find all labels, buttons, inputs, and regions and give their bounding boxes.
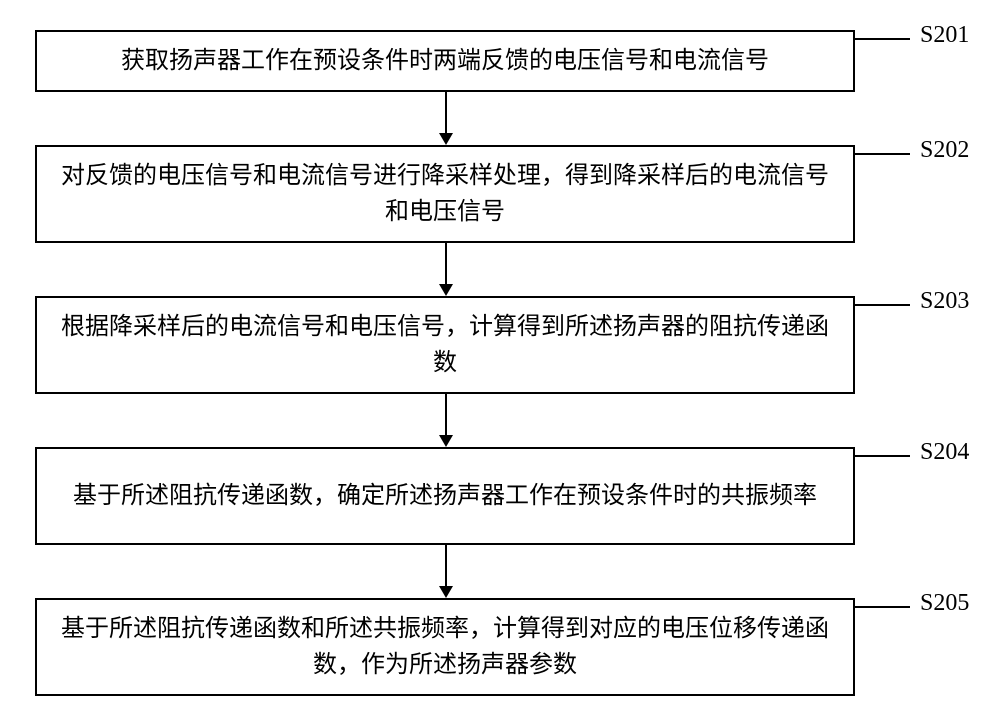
step-box-s205: 基于所述阻抗传递函数和所述共振频率，计算得到对应的电压位移传递函数，作为所述扬声… [35,598,855,696]
label-connector-s201 [855,38,910,40]
arrow-2-3 [439,284,453,296]
arrow-4-5 [439,586,453,598]
label-connector-s204 [855,455,910,457]
step-label-s203: S203 [920,288,969,315]
connector-4-5 [445,545,447,586]
step-text: 对反馈的电压信号和电流信号进行降采样处理，得到降采样后的电流信号和电压信号 [57,158,833,230]
label-connector-s203 [855,304,910,306]
connector-3-4 [445,394,447,435]
step-text: 获取扬声器工作在预设条件时两端反馈的电压信号和电流信号 [121,43,769,79]
step-label-s205: S205 [920,590,969,617]
step-label-s201: S201 [920,22,969,49]
step-label-s204: S204 [920,439,969,466]
step-text: 基于所述阻抗传递函数和所述共振频率，计算得到对应的电压位移传递函数，作为所述扬声… [57,611,833,683]
arrow-1-2 [439,133,453,145]
step-box-s201: 获取扬声器工作在预设条件时两端反馈的电压信号和电流信号 [35,30,855,92]
flowchart-container: 获取扬声器工作在预设条件时两端反馈的电压信号和电流信号 S201 对反馈的电压信… [0,0,1000,716]
arrow-3-4 [439,435,453,447]
step-box-s204: 基于所述阻抗传递函数，确定所述扬声器工作在预设条件时的共振频率 [35,447,855,545]
step-text: 基于所述阻抗传递函数，确定所述扬声器工作在预设条件时的共振频率 [73,478,817,514]
step-box-s203: 根据降采样后的电流信号和电压信号，计算得到所述扬声器的阻抗传递函数 [35,296,855,394]
connector-1-2 [445,92,447,133]
label-connector-s202 [855,153,910,155]
step-box-s202: 对反馈的电压信号和电流信号进行降采样处理，得到降采样后的电流信号和电压信号 [35,145,855,243]
step-label-s202: S202 [920,137,969,164]
step-text: 根据降采样后的电流信号和电压信号，计算得到所述扬声器的阻抗传递函数 [57,309,833,381]
connector-2-3 [445,243,447,284]
label-connector-s205 [855,606,910,608]
